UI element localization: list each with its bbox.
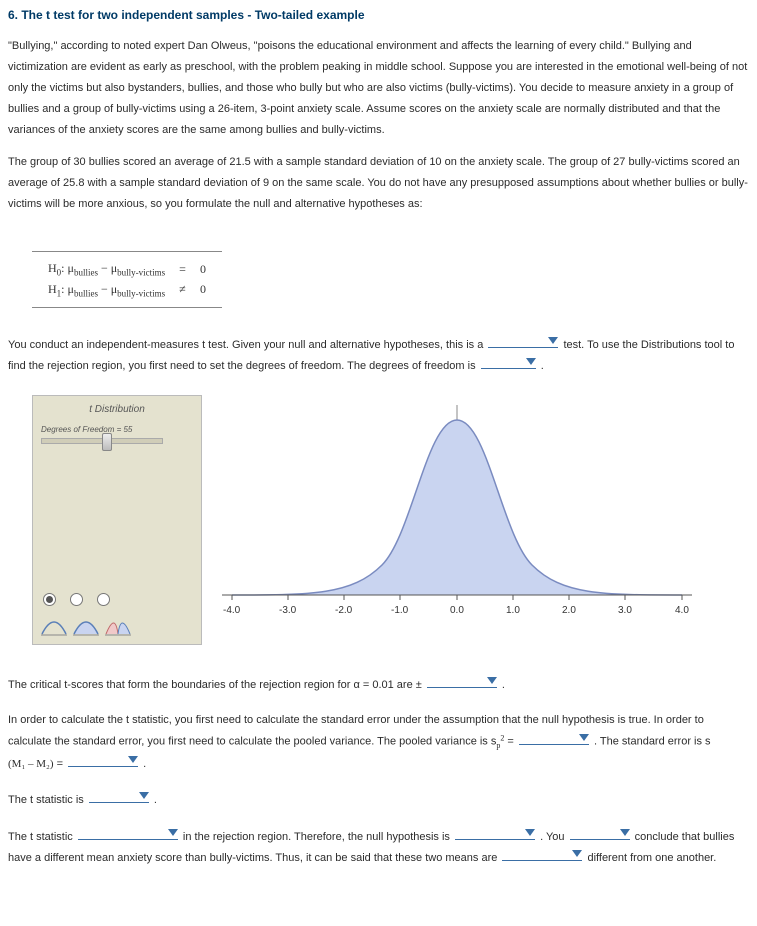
distribution-panel: t Distribution Degrees of Freedom = 55: [32, 395, 202, 645]
tick-1: -3.0: [279, 605, 296, 616]
pooled-variance-dropdown[interactable]: [519, 732, 589, 745]
test-type-dropdown[interactable]: [488, 335, 558, 348]
rejection-dropdown[interactable]: [78, 827, 178, 840]
q3-eq1: =: [504, 736, 517, 748]
q1-text-a: You conduct an independent-measures t te…: [8, 339, 486, 351]
distribution-title: t Distribution: [41, 404, 193, 415]
se-symbol: (M₁ – M₂): [8, 758, 54, 770]
q4-text-b: .: [154, 794, 157, 806]
question-3: In order to calculate the t statistic, y…: [8, 710, 749, 775]
h1-left: H1: μbullies − μbully-victims: [42, 281, 171, 299]
dof-dropdown[interactable]: [481, 356, 536, 369]
different-dropdown[interactable]: [502, 848, 582, 861]
q5-text-e: different from one another.: [587, 852, 716, 864]
h0-left: H0: μbullies − μbully-victims: [42, 260, 171, 278]
tick-3: -1.0: [391, 605, 408, 616]
tick-7: 3.0: [618, 605, 632, 616]
h1-right: 0: [194, 281, 212, 299]
q2-text-b: .: [502, 679, 505, 691]
hypotheses-box: H0: μbullies − μbully-victims = 0 H1: μb…: [32, 251, 222, 308]
question-4: The t statistic is .: [8, 790, 749, 811]
h0-right: 0: [194, 260, 212, 278]
null-hyp-dropdown[interactable]: [455, 827, 535, 840]
radio-option-1[interactable]: [43, 593, 56, 606]
dof-slider-thumb[interactable]: [102, 433, 112, 451]
paragraph-1: "Bullying," according to noted expert Da…: [8, 36, 749, 140]
curve-icon-3: [105, 618, 131, 636]
critical-t-dropdown[interactable]: [427, 675, 497, 688]
q3-eq2: =: [57, 758, 66, 770]
dof-slider[interactable]: [41, 438, 163, 444]
distribution-tool: t Distribution Degrees of Freedom = 55: [32, 395, 712, 645]
q5-text-c: . You: [540, 831, 568, 843]
shape-radio-group: [43, 593, 110, 606]
dof-label: Degrees of Freedom = 55: [41, 425, 193, 434]
question-2: The critical t-scores that form the boun…: [8, 675, 749, 696]
paragraph-2: The group of 30 bullies scored an averag…: [8, 152, 749, 215]
q5-text-b: in the rejection region. Therefore, the …: [183, 831, 453, 843]
curve-icon-1: [41, 618, 67, 636]
tick-4: 0.0: [450, 605, 464, 616]
tick-5: 1.0: [506, 605, 520, 616]
t-statistic-dropdown[interactable]: [89, 790, 149, 803]
q3-text-b: . The standard error is s: [594, 736, 711, 748]
radio-option-2[interactable]: [70, 593, 83, 606]
tick-2: -2.0: [335, 605, 352, 616]
conclude-dropdown[interactable]: [570, 827, 630, 840]
question-5: The t statistic in the rejection region.…: [8, 827, 749, 869]
tick-0: -4.0: [223, 605, 240, 616]
curve-icon-2: [73, 618, 99, 636]
q5-text-a: The t statistic: [8, 831, 76, 843]
h0-op: =: [173, 260, 192, 278]
shape-icons: [41, 618, 131, 636]
q2-text-a: The critical t-scores that form the boun…: [8, 679, 422, 691]
page-title: 6. The t test for two independent sample…: [8, 8, 749, 22]
q4-text-a: The t statistic is: [8, 794, 87, 806]
standard-error-dropdown[interactable]: [68, 754, 138, 767]
q1-text-c: .: [541, 360, 544, 372]
tick-6: 2.0: [562, 605, 576, 616]
tick-8: 4.0: [675, 605, 689, 616]
question-1: You conduct an independent-measures t te…: [8, 335, 749, 377]
q3-text-d: .: [143, 758, 146, 770]
distribution-chart: -4.0 -3.0 -2.0 -1.0 0.0 1.0 2.0 3.0 4.0: [202, 395, 712, 645]
h1-op: ≠: [173, 281, 192, 299]
radio-option-3[interactable]: [97, 593, 110, 606]
